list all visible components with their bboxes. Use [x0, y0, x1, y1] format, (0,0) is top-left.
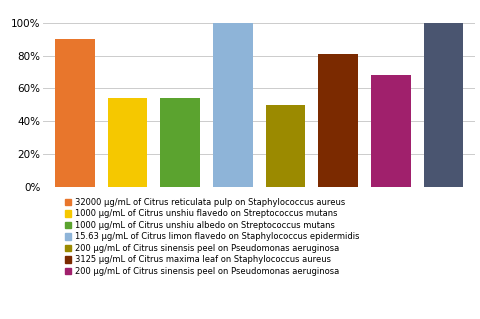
Bar [318, 54, 358, 187]
Bar [160, 98, 200, 187]
Bar [371, 75, 411, 187]
Bar [266, 105, 305, 187]
Bar [55, 39, 95, 187]
Bar [108, 98, 147, 187]
Bar [213, 23, 252, 187]
Bar [424, 23, 463, 187]
Legend: 32000 μg/mL of Citrus reticulata pulp on Staphylococcus aureus, 1000 μg/mL of Ci: 32000 μg/mL of Citrus reticulata pulp on… [65, 198, 359, 276]
